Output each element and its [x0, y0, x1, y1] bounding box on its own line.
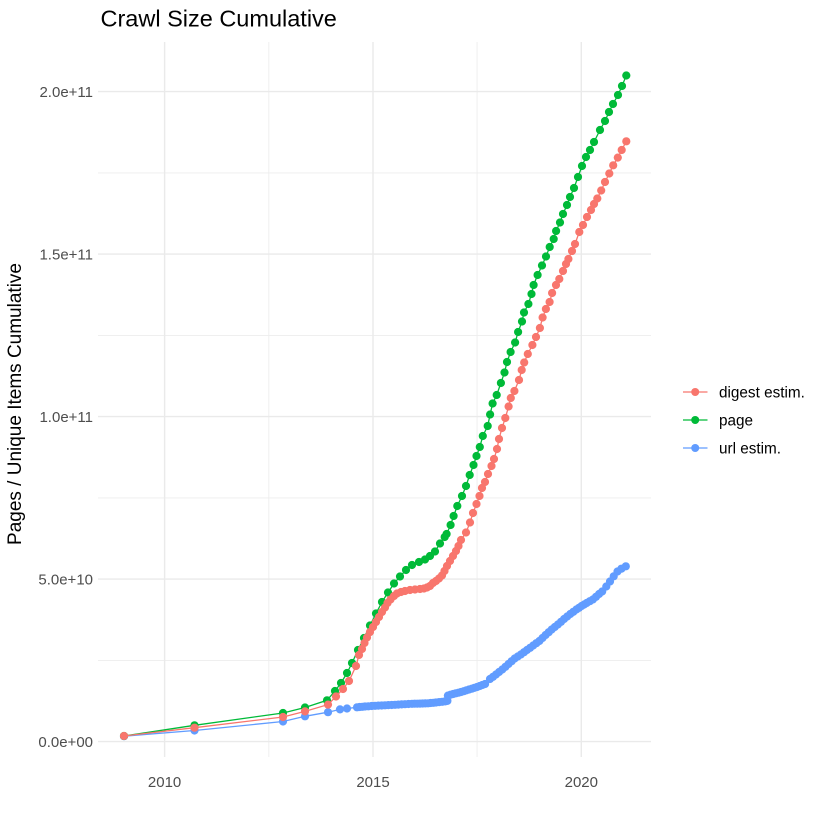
svg-text:digest estim.: digest estim.	[719, 384, 805, 401]
svg-text:2.0e+11: 2.0e+11	[39, 84, 93, 101]
svg-text:Pages / Unique Items Cumulativ: Pages / Unique Items Cumulative	[5, 263, 26, 545]
svg-text:1.5e+11: 1.5e+11	[39, 246, 93, 263]
svg-text:Crawl Size Cumulative: Crawl Size Cumulative	[101, 6, 337, 32]
svg-text:2015: 2015	[356, 774, 389, 791]
svg-text:url estim.: url estim.	[719, 440, 781, 457]
svg-text:5.0e+10: 5.0e+10	[38, 571, 93, 588]
svg-text:1.0e+11: 1.0e+11	[39, 409, 93, 426]
svg-text:page: page	[719, 412, 753, 429]
svg-text:2020: 2020	[565, 774, 598, 791]
svg-text:0.0e+00: 0.0e+00	[38, 734, 93, 751]
svg-text:2010: 2010	[148, 774, 181, 791]
